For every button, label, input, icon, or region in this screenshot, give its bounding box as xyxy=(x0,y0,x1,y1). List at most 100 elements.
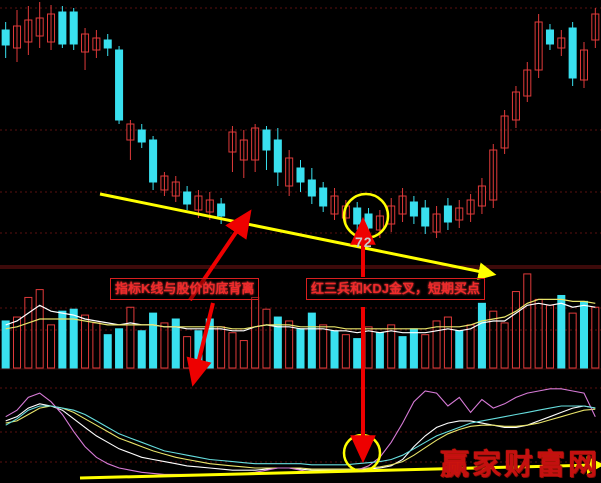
volume-ma-white xyxy=(5,302,596,334)
candle-body xyxy=(443,205,452,223)
volume-bar xyxy=(137,330,146,369)
volume-bar xyxy=(500,322,509,369)
candle-body xyxy=(160,175,169,191)
candle-body xyxy=(126,123,135,141)
volume-bar xyxy=(251,296,260,369)
volume-bar xyxy=(35,289,44,369)
volume-bar xyxy=(319,324,328,369)
candle-body xyxy=(421,207,430,227)
red-arrow-volume[interactable] xyxy=(186,302,215,387)
kdj-line-D xyxy=(5,405,596,470)
price-value-label: 72 xyxy=(355,234,373,250)
kdj-line-extra xyxy=(5,405,596,466)
candle-body xyxy=(149,139,158,183)
volume-bar xyxy=(115,328,124,369)
candle-body xyxy=(398,195,407,215)
candle-body xyxy=(228,131,237,153)
candle-body xyxy=(251,127,260,161)
candle-body xyxy=(1,29,10,46)
candle-body xyxy=(217,203,226,217)
volume-bar xyxy=(557,294,566,369)
volume-bar xyxy=(568,312,577,369)
volume-bar xyxy=(81,314,90,369)
kdj-line-J xyxy=(5,388,596,475)
volume-bar xyxy=(103,334,112,369)
volume-bar xyxy=(341,334,350,369)
candle-body xyxy=(103,39,112,49)
candle-body xyxy=(409,201,418,217)
candle-body xyxy=(205,199,214,213)
annotation-buypoint: 红三兵和KDJ金叉，短期买点 xyxy=(306,278,486,300)
volume-bar xyxy=(364,326,373,369)
volume-bar xyxy=(149,312,158,369)
candle-body xyxy=(273,139,282,173)
volume-bar xyxy=(443,316,452,369)
candle-body xyxy=(466,199,475,215)
volume-bar xyxy=(511,291,520,369)
candle-body xyxy=(171,181,180,197)
candle-body xyxy=(534,21,543,71)
volume-bar xyxy=(285,320,294,369)
candle-body xyxy=(545,29,554,45)
candle-body xyxy=(239,139,248,161)
candle-body xyxy=(58,11,67,45)
ascending-trendline[interactable] xyxy=(79,456,601,480)
volume-bar xyxy=(387,324,396,369)
candle-body xyxy=(364,213,373,229)
annotation-divergence: 指标K线与股价的底背离 xyxy=(110,278,260,300)
candle-body xyxy=(35,17,44,37)
volume-series xyxy=(1,273,600,369)
volume-bar xyxy=(579,300,589,369)
candle-body xyxy=(432,213,441,233)
descending-trendline[interactable] xyxy=(99,192,497,281)
volume-bar xyxy=(47,324,56,369)
volume-bar xyxy=(1,320,10,369)
candle-body xyxy=(12,25,22,49)
drawn-annotations[interactable] xyxy=(79,192,601,480)
volume-bar xyxy=(353,338,362,369)
candle-body xyxy=(477,185,486,207)
volume-bar xyxy=(58,310,67,369)
volume-bar xyxy=(296,328,305,369)
volume-bar xyxy=(477,302,486,369)
candle-body xyxy=(296,167,305,183)
volume-bar xyxy=(262,308,271,369)
candle-body xyxy=(47,13,56,43)
candle-body xyxy=(24,19,33,43)
candle-body xyxy=(183,191,192,205)
volume-bar xyxy=(523,273,532,369)
volume-bar xyxy=(160,322,169,369)
candle-body xyxy=(69,11,78,45)
kdj-series xyxy=(5,388,596,475)
volume-bar xyxy=(432,320,441,369)
volume-bar xyxy=(307,312,316,369)
candle-body xyxy=(194,195,203,211)
site-watermark: 赢家财富网 xyxy=(440,447,601,481)
volume-bar xyxy=(69,308,78,369)
volume-bar xyxy=(12,316,22,369)
volume-bar xyxy=(409,328,418,369)
volume-bar xyxy=(171,318,180,369)
candle-body xyxy=(353,207,362,225)
candle-body xyxy=(330,195,339,215)
candle-body xyxy=(375,215,384,231)
candle-body xyxy=(92,37,101,51)
candlestick-series xyxy=(1,2,600,238)
volume-bar xyxy=(375,332,384,369)
candle-body xyxy=(579,49,589,81)
volume-bar xyxy=(24,296,33,369)
red-arrow-divergence[interactable] xyxy=(188,209,252,302)
candle-body xyxy=(500,115,509,149)
grid-lines xyxy=(0,7,601,463)
candle-body xyxy=(455,207,464,221)
candle-body xyxy=(115,49,124,121)
volume-bar xyxy=(489,310,498,369)
candle-body xyxy=(523,69,532,97)
candle-body xyxy=(511,91,520,121)
volume-bar xyxy=(330,330,339,369)
volume-bar xyxy=(239,340,248,369)
candle-body xyxy=(307,179,316,197)
candle-body xyxy=(557,37,566,49)
